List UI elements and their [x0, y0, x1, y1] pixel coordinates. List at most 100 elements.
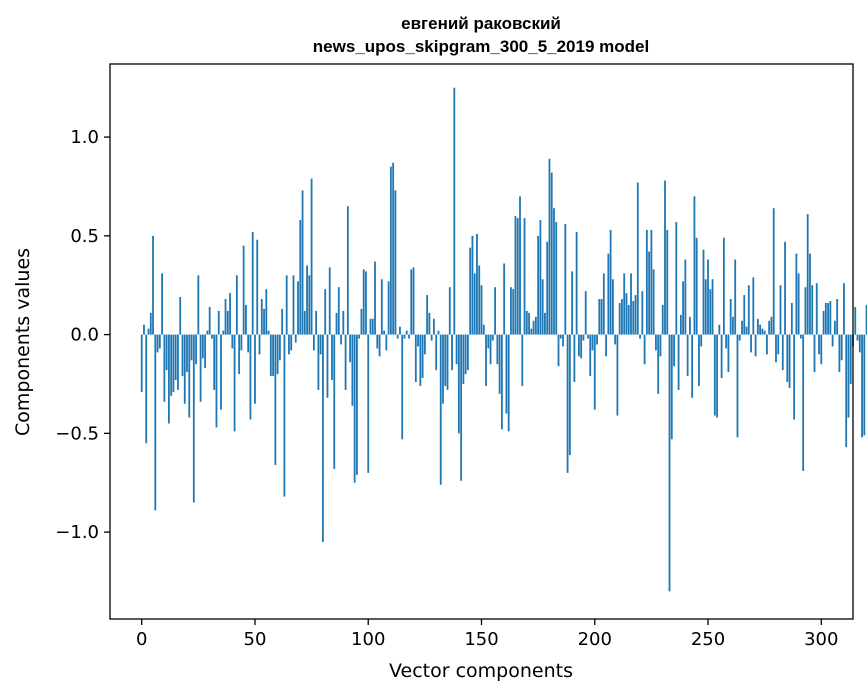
- bar-component-0: [140, 334, 143, 392]
- bar-component-214: [625, 293, 628, 335]
- bar-component-122: [417, 334, 419, 347]
- bar-component-148: [476, 233, 478, 335]
- bar-component-10: [163, 334, 166, 402]
- bar-component-24: [195, 334, 197, 365]
- bar-component-238: [679, 314, 682, 335]
- bar-component-38: [226, 310, 229, 335]
- bar-component-171: [528, 312, 530, 335]
- bar-component-61: [278, 334, 281, 361]
- bar-component-191: [573, 334, 576, 382]
- bar-component-260: [729, 299, 732, 335]
- bar-component-41: [233, 334, 236, 432]
- bar-component-284: [784, 241, 786, 335]
- bar-component-40: [231, 334, 234, 349]
- bar-component-268: [747, 285, 750, 335]
- chart-title-line-1: евгений раковский: [401, 14, 561, 33]
- x-tick-label: 50: [244, 629, 267, 650]
- bar-component-8: [158, 334, 161, 349]
- bar-component-114: [399, 326, 401, 335]
- bar-component-280: [775, 334, 777, 363]
- bar-component-158: [498, 334, 501, 394]
- bar-component-277: [768, 320, 771, 335]
- bar-component-240: [684, 259, 687, 335]
- bar-component-313: [849, 334, 852, 384]
- bar-component-256: [720, 334, 723, 379]
- bar-component-51: [256, 239, 259, 335]
- bar-component-219: [636, 182, 639, 335]
- bar-component-294: [806, 214, 809, 335]
- bar-component-183: [555, 222, 558, 335]
- bar-component-309: [840, 334, 843, 361]
- bar-component-263: [736, 334, 739, 438]
- bar-component-30: [208, 306, 211, 335]
- bar-component-273: [759, 324, 762, 335]
- bar-component-74: [308, 275, 311, 335]
- bar-component-270: [752, 277, 755, 335]
- bar-component-301: [822, 310, 825, 335]
- bar-component-216: [630, 273, 632, 335]
- bar-component-224: [648, 251, 651, 335]
- bar-component-53: [260, 299, 263, 335]
- bar-component-234: [670, 334, 673, 440]
- bar-component-145: [469, 247, 472, 335]
- bar-component-305: [831, 334, 834, 347]
- bar-component-140: [457, 334, 460, 434]
- bar-component-246: [698, 334, 700, 386]
- bar-component-292: [802, 334, 805, 471]
- bar-component-217: [632, 301, 635, 335]
- bar-component-48: [249, 334, 252, 420]
- bar-component-249: [704, 279, 707, 335]
- bar-component-64: [285, 275, 288, 335]
- bar-component-184: [557, 334, 560, 367]
- bar-component-177: [541, 279, 544, 335]
- bar-component-100: [367, 334, 370, 473]
- bar-component-17: [179, 297, 182, 335]
- bar-component-2: [145, 334, 148, 444]
- bar-component-117: [405, 330, 408, 335]
- bar-component-185: [559, 334, 562, 339]
- bar-component-206: [607, 253, 610, 335]
- bar-component-90: [344, 334, 347, 390]
- bar-component-66: [290, 334, 293, 351]
- bar-component-198: [589, 334, 592, 377]
- bar-component-302: [824, 302, 827, 335]
- bar-component-31: [211, 334, 213, 339]
- bar-component-237: [677, 334, 680, 390]
- bar-component-181: [550, 172, 553, 335]
- bar-component-213: [623, 273, 626, 335]
- bar-component-112: [394, 190, 397, 335]
- bar-component-97: [360, 308, 363, 335]
- bar-component-103: [374, 261, 376, 335]
- bar-component-130: [435, 334, 438, 371]
- bar-component-155: [491, 334, 494, 341]
- bar-component-193: [578, 334, 580, 357]
- bar-component-46: [245, 304, 247, 335]
- bar-component-136: [448, 287, 451, 335]
- bar-component-300: [820, 334, 823, 365]
- y-tick-label: 0.5: [70, 226, 99, 247]
- bar-component-276: [766, 334, 768, 355]
- bar-component-79: [319, 334, 322, 355]
- bar-component-241: [686, 334, 689, 377]
- bar-component-210: [616, 334, 619, 416]
- bar-component-189: [568, 334, 571, 456]
- bar-component-6: [154, 334, 157, 511]
- bar-component-281: [777, 334, 780, 355]
- bar-component-71: [301, 190, 304, 335]
- bar-component-304: [829, 301, 832, 335]
- bar-component-67: [292, 275, 295, 335]
- bar-component-151: [482, 324, 485, 335]
- y-tick-label: −0.5: [55, 423, 99, 444]
- bar-component-54: [263, 308, 265, 335]
- bar-component-172: [530, 328, 533, 335]
- bar-component-12: [167, 334, 170, 424]
- bar-component-236: [675, 222, 678, 335]
- bar-component-88: [340, 334, 342, 345]
- bar-component-26: [199, 334, 202, 402]
- bar-component-223: [645, 229, 648, 335]
- bar-component-36: [222, 330, 225, 335]
- bar-component-293: [804, 287, 807, 335]
- bar-component-37: [224, 299, 227, 335]
- bar-component-215: [627, 304, 630, 335]
- bar-component-164: [512, 289, 515, 335]
